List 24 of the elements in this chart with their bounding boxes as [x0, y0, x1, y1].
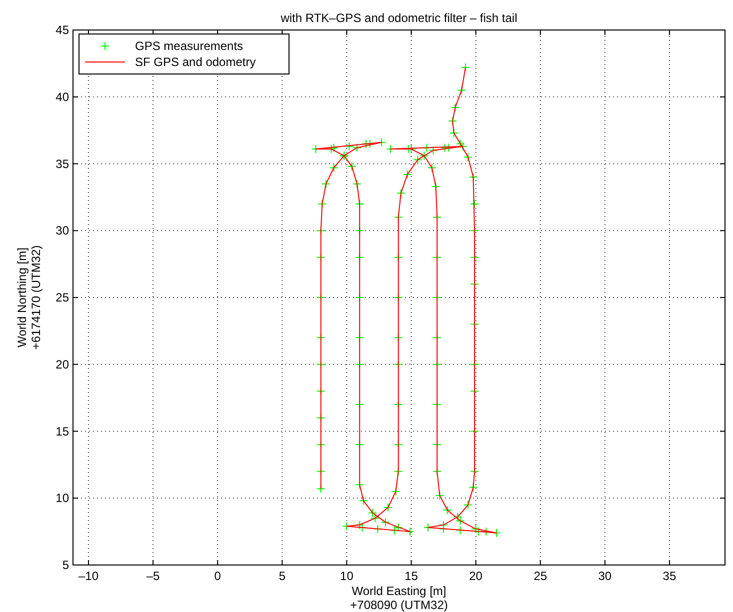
- y-axis-title: World Northing [m] +6174170 (UTM32): [15, 245, 43, 350]
- x-tick-label: –5: [146, 569, 160, 583]
- y-tick-label: 40: [56, 90, 70, 104]
- x-tick-label: 35: [662, 569, 676, 583]
- x-axis-title: World Easting [m] +708090 (UTM32): [350, 584, 448, 612]
- x-tick-label: 20: [469, 569, 483, 583]
- x-tick-label: 30: [598, 569, 612, 583]
- legend-label: GPS measurements: [135, 39, 244, 53]
- y-tick-label: 5: [62, 558, 70, 572]
- chart-title: with RTK–GPS and odometric filter – fish tail: [280, 11, 518, 25]
- x-tick-label: 25: [534, 569, 548, 583]
- y-tick-label: 35: [56, 156, 70, 171]
- x-tick-label: 0: [214, 569, 222, 583]
- legend-label: SF GPS and odometry: [135, 55, 256, 69]
- x-tick-label: 15: [404, 569, 418, 583]
- y-tick-label: 25: [56, 290, 70, 304]
- x-tick-label: 5: [278, 569, 286, 583]
- x-tick-label: 10: [340, 569, 354, 583]
- y-tick-label: 15: [56, 424, 70, 438]
- y-tick-label: 20: [56, 357, 70, 372]
- y-tick-label: 45: [56, 23, 70, 37]
- x-tick-label: –10: [78, 569, 99, 583]
- y-tick-label: 30: [56, 224, 70, 238]
- y-tick-label: 10: [56, 491, 70, 506]
